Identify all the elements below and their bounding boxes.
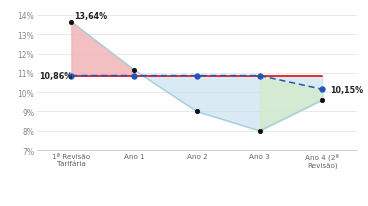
Text: 10,15%: 10,15% <box>330 85 363 94</box>
Text: 13,64%: 13,64% <box>74 12 107 21</box>
Text: 10,86%: 10,86% <box>39 72 72 81</box>
